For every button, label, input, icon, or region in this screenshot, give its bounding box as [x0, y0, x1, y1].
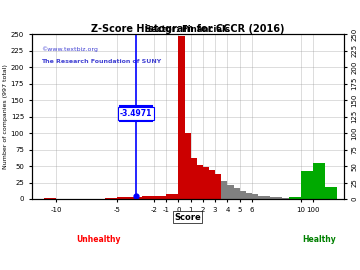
Y-axis label: Number of companies (997 total): Number of companies (997 total): [3, 64, 8, 169]
Bar: [264, 196, 270, 199]
Bar: [117, 197, 130, 199]
Bar: [283, 198, 289, 199]
Bar: [240, 191, 246, 199]
Bar: [252, 194, 258, 199]
Bar: [44, 198, 56, 199]
Bar: [166, 194, 179, 199]
Title: Z-Score Histogram for CCCR (2016): Z-Score Histogram for CCCR (2016): [91, 24, 284, 34]
Bar: [313, 163, 325, 199]
Bar: [289, 197, 301, 199]
Text: Unhealthy: Unhealthy: [77, 235, 121, 244]
Bar: [215, 174, 221, 199]
Bar: [221, 181, 228, 199]
Bar: [203, 167, 209, 199]
Bar: [270, 197, 276, 199]
Bar: [185, 133, 191, 199]
Bar: [130, 197, 142, 199]
Bar: [325, 187, 337, 199]
Bar: [276, 197, 283, 199]
Bar: [197, 165, 203, 199]
Bar: [234, 188, 240, 199]
Text: Healthy: Healthy: [302, 235, 336, 244]
Bar: [209, 170, 215, 199]
Bar: [246, 193, 252, 199]
Bar: [179, 36, 185, 199]
Text: Sector: Financials: Sector: Financials: [145, 25, 230, 33]
Text: -3.4971: -3.4971: [120, 109, 152, 118]
Text: The Research Foundation of SUNY: The Research Foundation of SUNY: [41, 59, 161, 64]
Bar: [105, 198, 117, 199]
Bar: [258, 196, 264, 199]
Bar: [191, 158, 197, 199]
X-axis label: Score: Score: [174, 212, 201, 222]
Bar: [301, 171, 313, 199]
Text: ©www.textbiz.org: ©www.textbiz.org: [41, 46, 98, 52]
Bar: [154, 196, 166, 199]
Bar: [142, 196, 154, 199]
Bar: [228, 184, 234, 199]
